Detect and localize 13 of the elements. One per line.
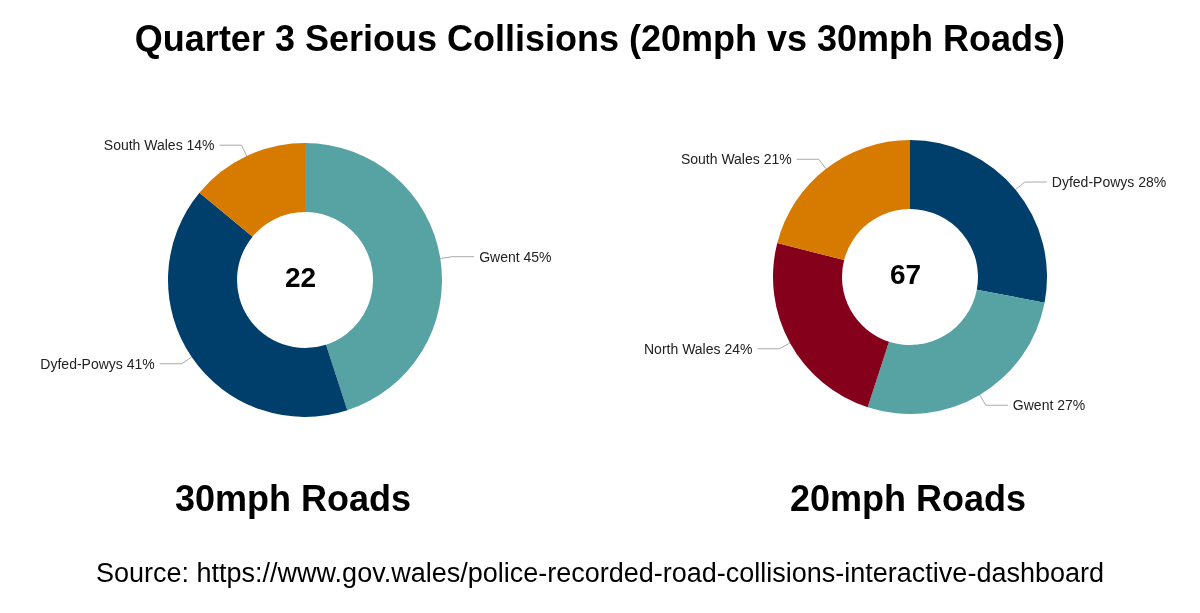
text: 30mph Roads — [175, 477, 412, 519]
slice-label: North Wales 24% — [644, 340, 753, 357]
text: 67 — [889, 258, 922, 290]
text: 22 — [284, 261, 317, 293]
slice-label: Gwent 45% — [479, 248, 552, 265]
slice-label: South Wales 21% — [680, 151, 792, 168]
text: 20mph Roads — [790, 477, 1027, 519]
slice-label: Dyfed-Powys 41% — [40, 355, 155, 372]
slice-label: Dyfed-Powys 28% — [1051, 174, 1167, 191]
slice-label: Gwent 27% — [1012, 397, 1086, 414]
source-note: Source: https://www.gov.wales/police-recorded-road-collisions-interactive-dashboard — [95, 558, 1105, 589]
chart-title: Quarter 3 Serious Collisions (20mph vs 30mph Roads) — [133, 18, 1067, 60]
slice-label: South Wales 14% — [103, 137, 215, 154]
